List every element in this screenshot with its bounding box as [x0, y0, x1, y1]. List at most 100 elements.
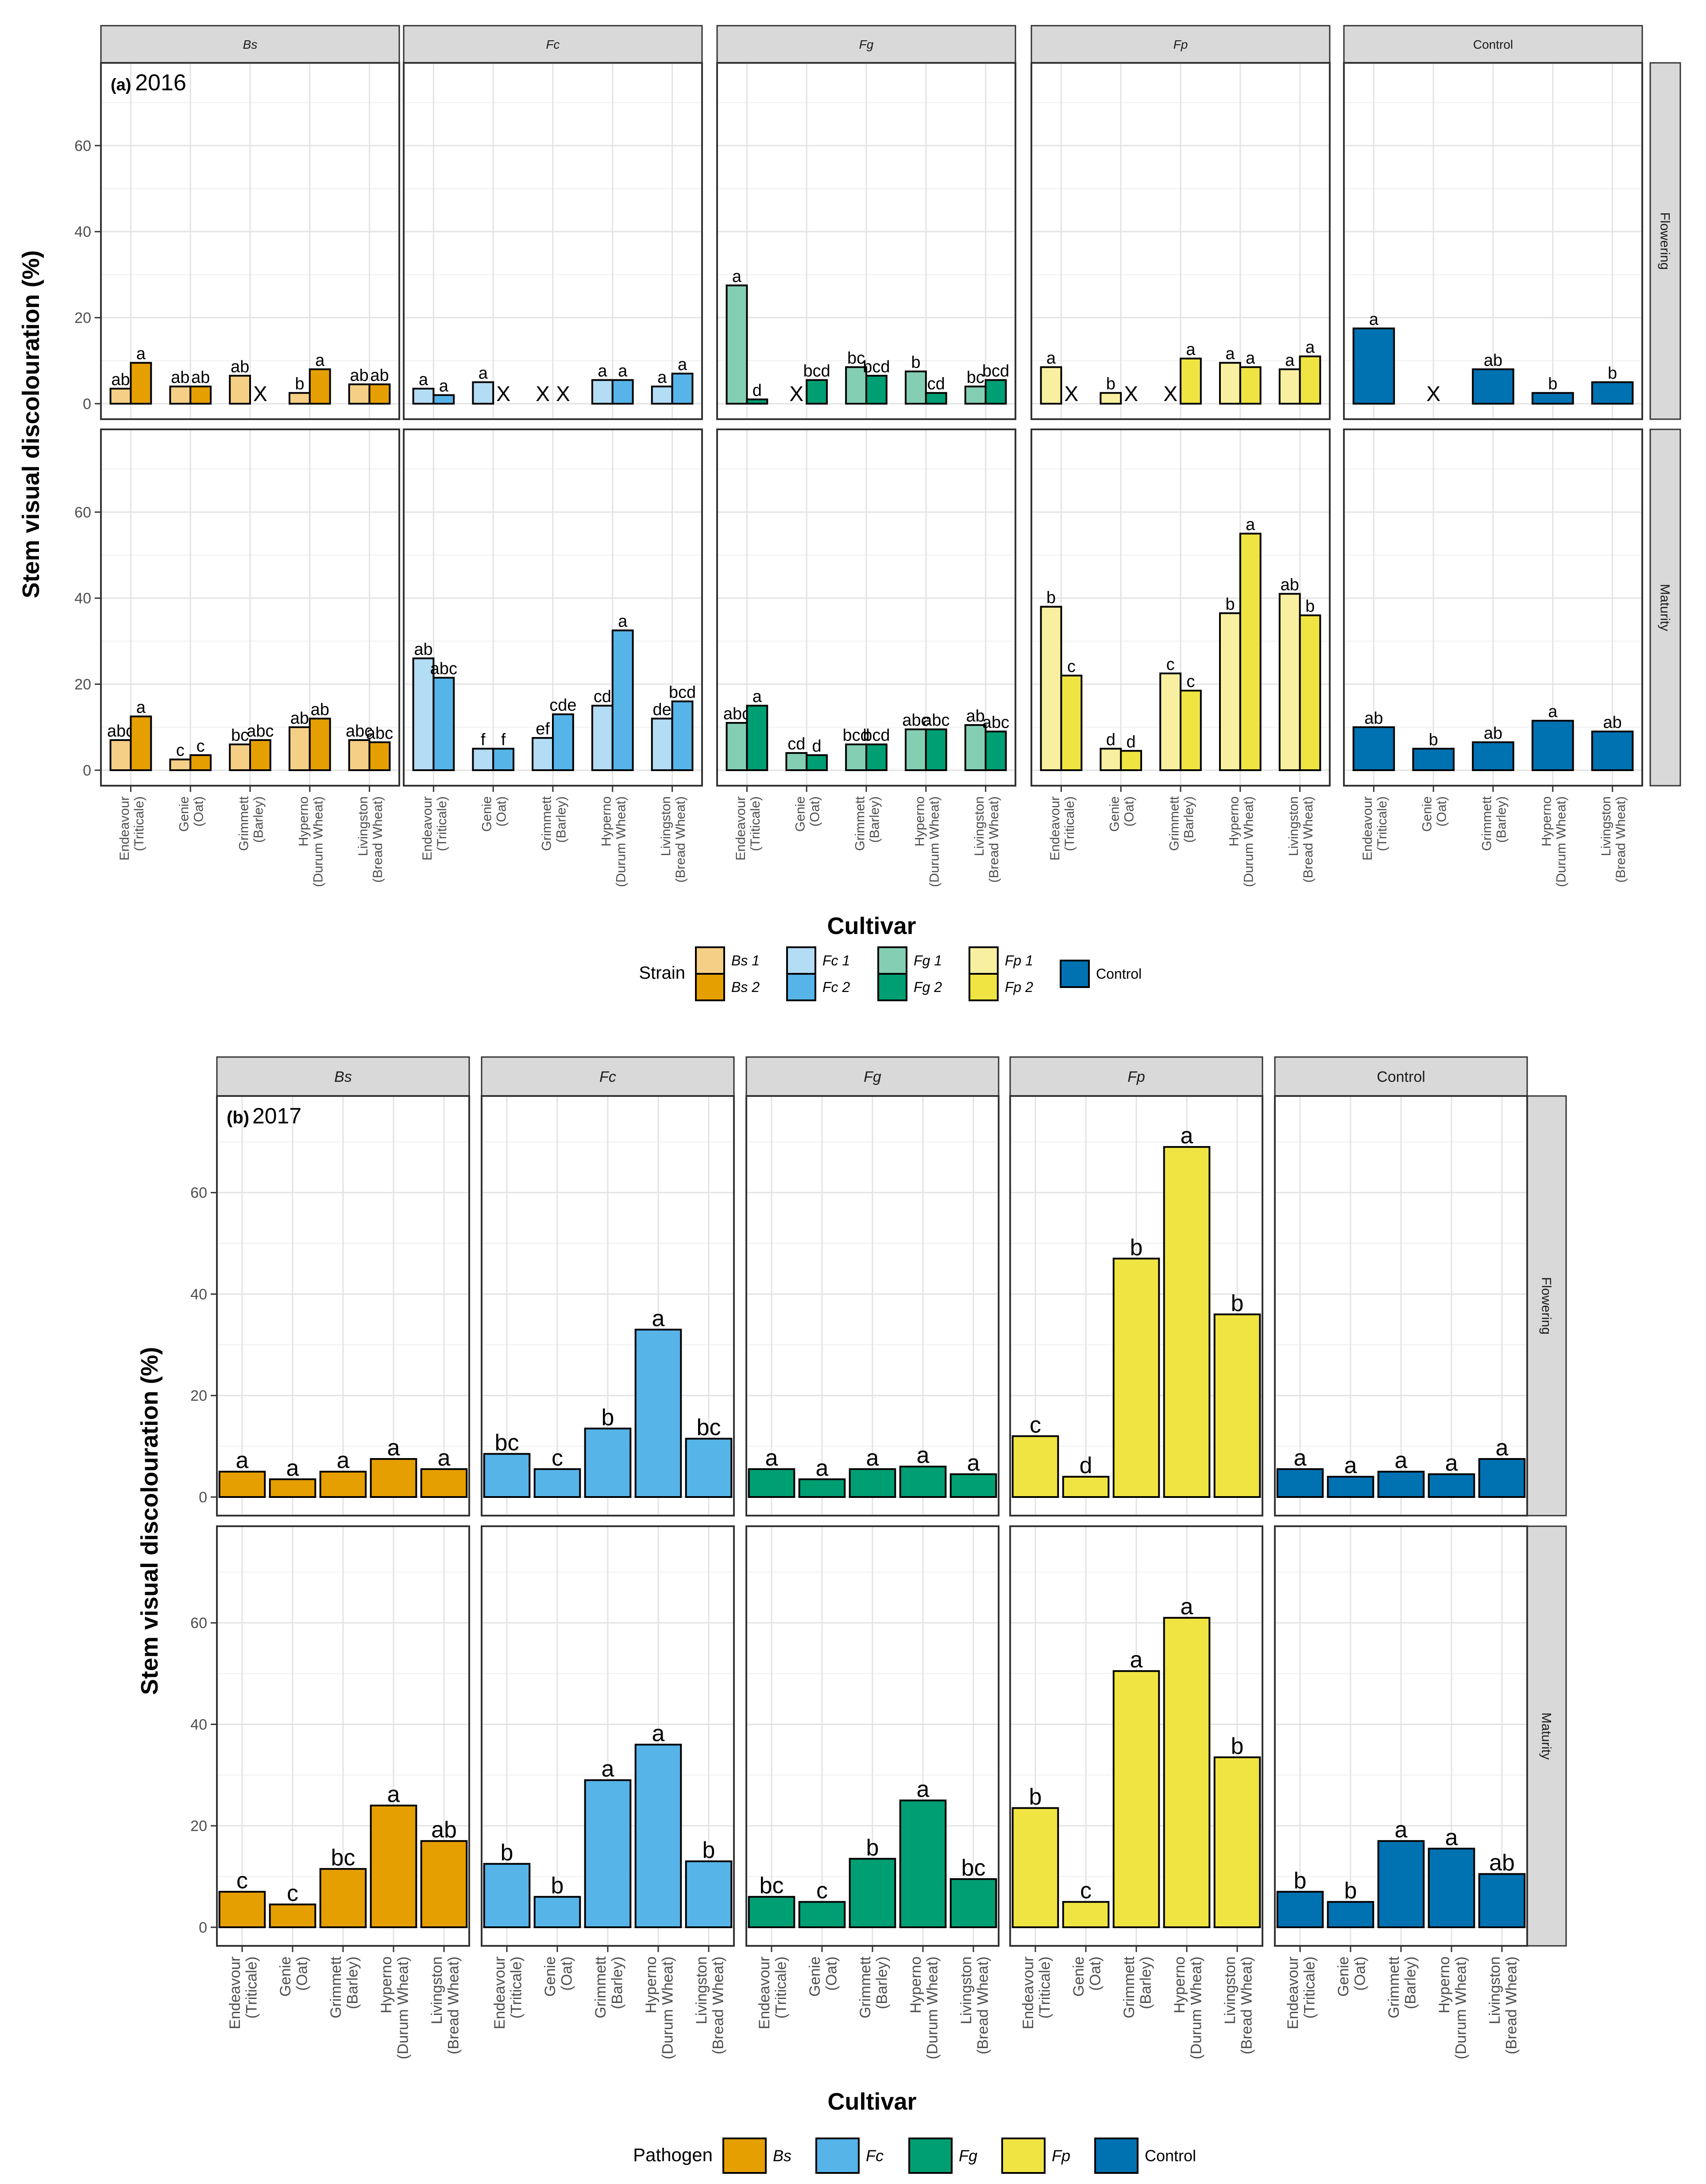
- bar-label: a: [602, 1756, 614, 1782]
- legend-entry-fp: Fp: [1001, 2138, 1070, 2174]
- bar-label: a: [439, 377, 449, 396]
- bar-label: a: [236, 1448, 249, 1474]
- x-tick-label: Genie(Oat): [542, 1956, 575, 1997]
- bar-fc-2-livingston-bread-wheat: [671, 372, 694, 405]
- bar-fc-2-livingston-bread-wheat: [671, 700, 694, 771]
- bar-label: bc: [231, 726, 249, 745]
- bar-fp-2-hyperno-durum-wheat: [1239, 532, 1262, 771]
- bar-label: abc: [723, 705, 750, 723]
- x-tick-label-line: (Bread Wheat): [1301, 796, 1316, 883]
- bar-label: cd: [594, 687, 611, 706]
- panel-maturity-fc: b b a a b Endeavour(Triticale) Genie(Oat) Grimm…: [481, 1525, 735, 2059]
- bar-fg-1-hyperno-durum-wheat: [904, 728, 927, 771]
- bar-fp-2-endeavour-triticale: [1060, 675, 1083, 771]
- y-tick-label: 20: [190, 1388, 207, 1405]
- missing-marker: X: [1064, 382, 1078, 406]
- legend-key: [695, 946, 725, 975]
- bar-label: ab: [311, 700, 329, 719]
- x-tick-label-line: (Oat): [1351, 1956, 1368, 1991]
- x-tick-label-line: Grimmett: [1167, 796, 1182, 851]
- bar-fp-1-livingston-bread-wheat: [1278, 593, 1301, 771]
- bar-control-hyperno-durum-wheat: [1531, 392, 1574, 405]
- y-tick-label: 40: [74, 224, 91, 240]
- facet-strip-fp: [1009, 1056, 1263, 1097]
- panel-maturity-fc: ab f ef cd de abc f cde a bcd Endeavour(Triticale)…: [403, 428, 703, 887]
- x-tick-label: Hyperno(Durum Wheat): [907, 1956, 941, 2059]
- bar-fc-grimmett-barley: [584, 1779, 632, 1929]
- facet-strip-fc: [481, 1056, 735, 1097]
- x-tick-label: Livingston(Bread Wheat): [1486, 1956, 1520, 2054]
- legend: Strain Bs 1 Bs 2 Fc 1 Fc 2 Fg 1 Fg 2 Fp 1 Fp 2 Co…: [639, 946, 1142, 1001]
- bar-control-grimmett-barley: [1472, 368, 1514, 405]
- facet-row-label-maturity: Maturity: [1539, 1713, 1554, 1760]
- bar-label: b: [911, 353, 920, 372]
- legend-label: Control: [1096, 966, 1142, 982]
- bar-label: b: [295, 375, 304, 394]
- bar-label: f: [481, 730, 486, 749]
- bar-label: c: [197, 737, 205, 756]
- bar-bs-2-genie-oat: [189, 386, 212, 405]
- bar-bs-2-grimmett-barley: [249, 739, 271, 772]
- bar-fc-endeavour-triticale: [483, 1863, 531, 1929]
- x-tick-label-line: Hyperno: [907, 1956, 924, 2014]
- legend-key: [695, 973, 725, 1001]
- facet-strip-label-fp: Fp: [1173, 38, 1188, 51]
- panel-maturity-control: b b a a ab Endeavour(Triticale) Genie(Oat) Grim…: [1274, 1525, 1528, 2059]
- legend-label: Fc 1: [822, 953, 850, 969]
- facet-strip-label-bs: Bs: [334, 1069, 352, 1085]
- panel-maturity-control: ab b ab a ab Endeavour(Triticale) Genie(Oat) Gr…: [1343, 428, 1643, 887]
- x-tick-label-line: Genie: [793, 796, 808, 832]
- legend-key: [969, 973, 999, 1001]
- bar-label: ab: [1281, 576, 1299, 594]
- bar-label: a: [387, 1435, 400, 1461]
- bar-fc-endeavour-triticale: [483, 1453, 531, 1498]
- x-tick-label-line: Genie: [1108, 796, 1122, 832]
- bar-bs-1-grimmett-barley: [229, 374, 251, 405]
- bar-label: a: [1305, 338, 1315, 357]
- bar-label: b: [1344, 1878, 1357, 1904]
- x-tick-label: Hyperno(Durum Wheat): [1436, 1956, 1469, 2059]
- bar-control-genie-oat: [1412, 748, 1455, 772]
- bar-fc-2-hyperno-durum-wheat: [611, 379, 634, 405]
- panel-border: [1274, 1095, 1528, 1516]
- chart-title: 2016: [135, 70, 186, 96]
- bar-label: a: [652, 1721, 665, 1746]
- bar-label: a: [753, 687, 762, 706]
- bar-bs-genie-oat: [269, 1903, 316, 1928]
- bar-label: abc: [247, 722, 274, 741]
- x-tick-label-line: (Oat): [1435, 796, 1449, 826]
- bar-label: d: [1106, 730, 1115, 749]
- bar-label: a: [1496, 1435, 1509, 1461]
- x-tick-label-line: (Oat): [1122, 796, 1137, 826]
- bar-label: bc: [331, 1845, 355, 1871]
- legend-key: [1001, 2138, 1046, 2174]
- bar-fc-2-genie-oat: [492, 748, 515, 772]
- bar-label: d: [812, 737, 822, 756]
- bar-label: abc: [430, 660, 457, 678]
- bar-label: b: [1130, 1235, 1143, 1260]
- bar-label: bc: [495, 1430, 519, 1456]
- bar-label: b: [1106, 375, 1115, 394]
- bar-fc-hyperno-durum-wheat: [634, 1744, 682, 1928]
- x-tick-label-line: (Durum Wheat): [394, 1956, 411, 2059]
- bar-label: a: [1181, 1123, 1193, 1149]
- bar-fg-2-genie-oat: [806, 379, 828, 405]
- bar-fg-grimmett-barley: [849, 1858, 896, 1928]
- bar-label: a: [1225, 345, 1235, 363]
- legend-entry-bs: Bs 1 Bs 2: [695, 946, 760, 1001]
- panel-border: [716, 62, 1016, 420]
- bar-fc-1-livingston-bread-wheat: [651, 386, 673, 405]
- y-tick-label: 20: [74, 676, 91, 693]
- bar-control-livingston-bread-wheat: [1478, 1873, 1526, 1928]
- panel-border: [1009, 1095, 1263, 1516]
- facet-strip-label-control: Control: [1377, 1069, 1425, 1085]
- bar-label: c: [1067, 657, 1076, 676]
- bar-label: a: [337, 1448, 350, 1474]
- panel-border: [481, 1095, 735, 1516]
- legend-label: Fg 2: [914, 979, 942, 995]
- x-tick-label-line: Livingston: [659, 796, 673, 856]
- bar-label: a: [618, 612, 628, 631]
- x-tick-label: Livingston(Bread Wheat): [972, 796, 1001, 883]
- x-tick-label-line: (Durum Wheat): [614, 796, 628, 887]
- missing-marker: X: [1124, 382, 1138, 406]
